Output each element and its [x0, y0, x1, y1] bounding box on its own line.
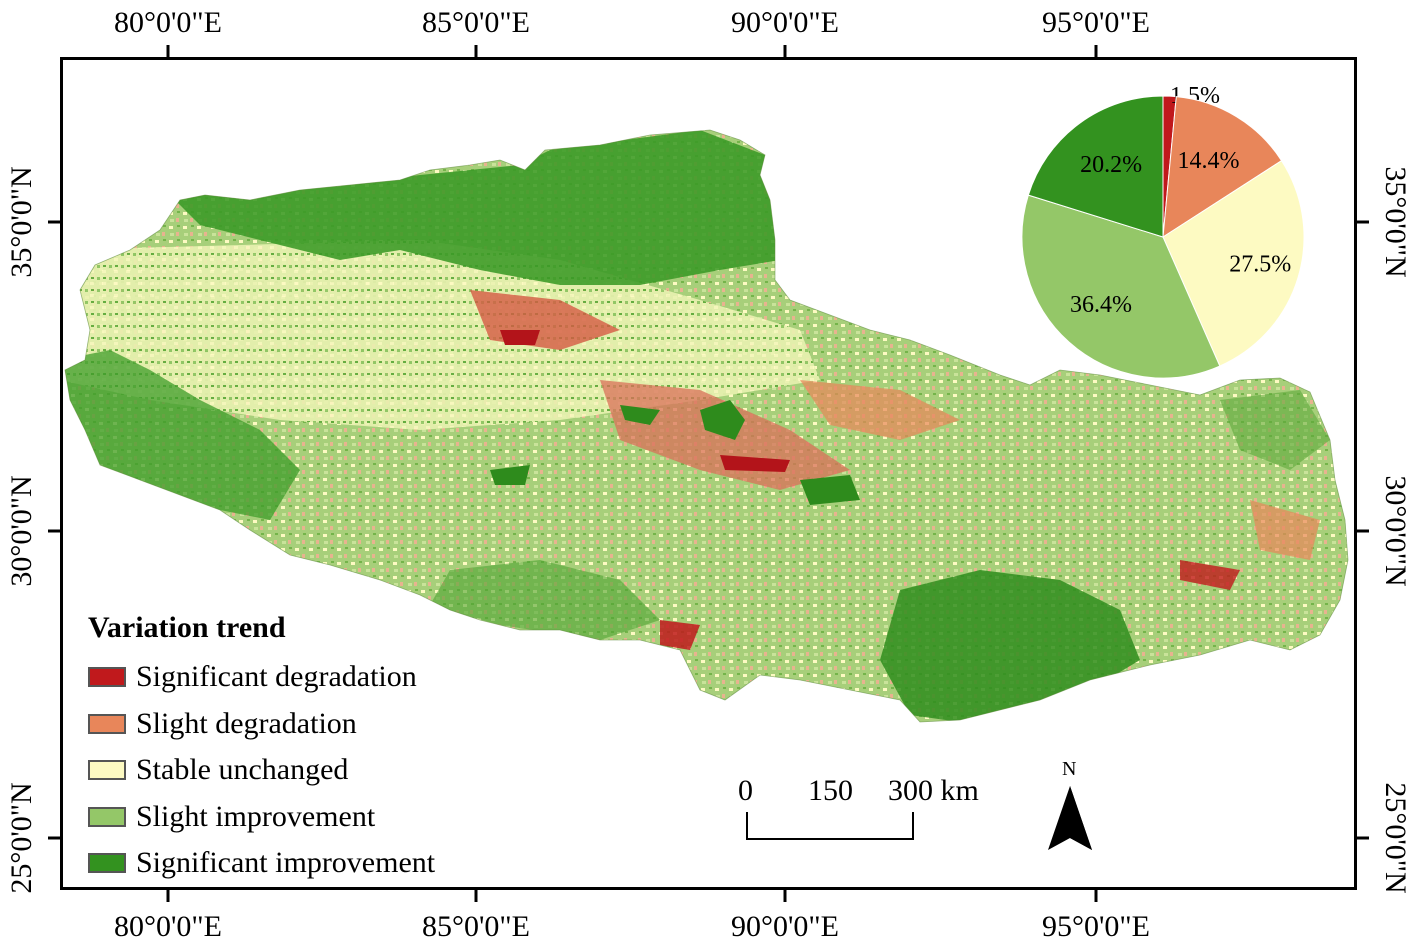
legend-item-slight-improvement: Slight improvement [88, 794, 435, 841]
north-arrow: N [1046, 758, 1096, 854]
scale-label-300: 300 km [888, 774, 979, 807]
scale-label-150: 150 [808, 774, 853, 807]
pie-label-stable-unchanged: 27.5% [1229, 252, 1291, 278]
legend-label: Slight improvement [136, 799, 376, 833]
scale-tick [746, 812, 748, 840]
scale-bar: 0 150 300 km [736, 772, 1006, 842]
lon-label-top-95: 95°0'0"E [1042, 6, 1150, 39]
legend-item-stable-unchanged: Stable unchanged [88, 747, 435, 794]
pie-slice-significant-improvement [1027, 95, 1164, 238]
pie-slice-stable-unchanged [1162, 160, 1305, 367]
lon-label-bottom-95: 95°0'0"E [1042, 910, 1150, 943]
pie-label-slight-improvement: 36.4% [1070, 292, 1132, 318]
lon-label-bottom-85: 85°0'0"E [422, 910, 530, 943]
lon-label-top-80: 80°0'0"E [114, 6, 222, 39]
trend-pie-chart: 1.5%14.4%27.5%36.4%20.2% [1021, 87, 1305, 379]
legend-item-slight-degradation: Slight degradation [88, 701, 435, 748]
pie-label-slight-degradation: 14.4% [1177, 148, 1239, 174]
legend-swatch [88, 667, 126, 688]
legend: Variation trend Significant degradation … [88, 610, 435, 887]
legend-title: Variation trend [88, 611, 286, 644]
pie-slice-slight-degradation [1162, 96, 1283, 238]
scale-line [746, 838, 914, 840]
legend-item-significant-improvement: Significant improvement [88, 840, 435, 887]
legend-swatch [88, 760, 126, 781]
legend-swatch [88, 713, 126, 734]
scale-label-0: 0 [738, 774, 753, 807]
north-label: N [1062, 758, 1077, 780]
legend-label: Slight degradation [136, 706, 357, 740]
pie-slice-slight-improvement [1021, 194, 1221, 379]
scale-tick [912, 812, 914, 840]
lon-label-bottom-80: 80°0'0"E [114, 910, 222, 943]
legend-item-significant-degradation: Significant degradation [88, 654, 435, 701]
lon-label-bottom-90: 90°0'0"E [731, 910, 839, 943]
legend-label: Significant degradation [136, 660, 417, 694]
legend-label: Stable unchanged [136, 753, 349, 787]
north-arrow-icon [1048, 786, 1092, 850]
pie-label-significant-improvement: 20.2% [1080, 152, 1142, 178]
legend-label: Significant improvement [136, 846, 436, 880]
legend-swatch [88, 853, 126, 874]
legend-swatch [88, 806, 126, 827]
lon-label-top-90: 90°0'0"E [731, 6, 839, 39]
lon-label-top-85: 85°0'0"E [422, 6, 530, 39]
